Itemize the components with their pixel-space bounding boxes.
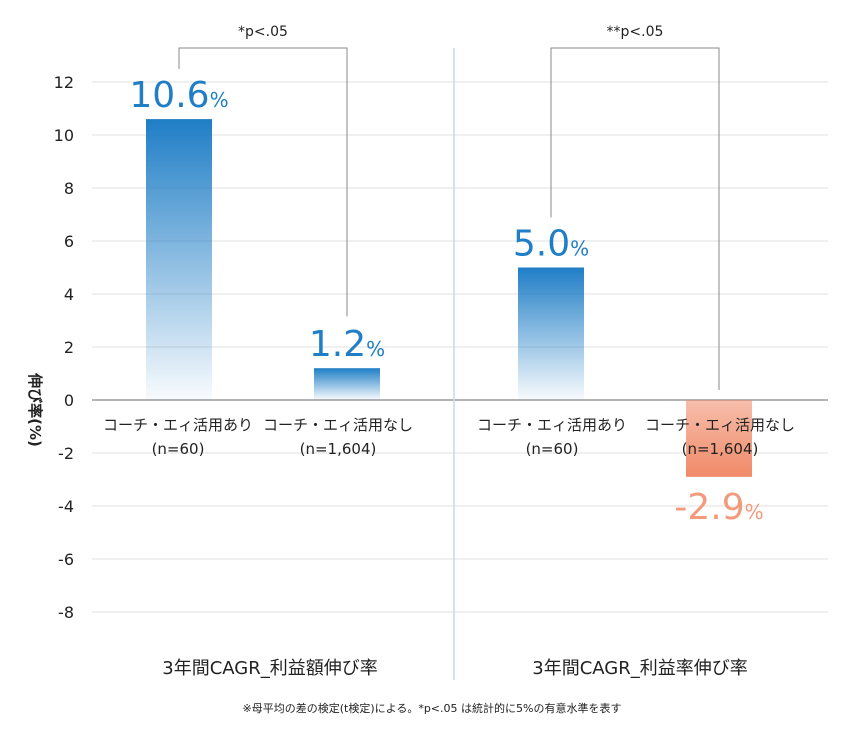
labels: 10.6% コーチ・エィ活用あり (n=60) 1.2% コーチ・エィ活用なし (n=1,… (103, 24, 795, 679)
bars (146, 119, 752, 477)
data-label: 1.2% (309, 324, 385, 365)
bar (518, 267, 584, 400)
y-tick-labels: 12 10 8 6 4 2 0 -2 -4 -6 -8 (54, 73, 74, 622)
y-tick-label: 0 (64, 391, 74, 410)
group-title: 3年間CAGR_利益額伸び率 (162, 658, 377, 679)
y-tick-label: -6 (58, 550, 74, 569)
y-tick-label: 10 (54, 126, 74, 145)
y-tick-label: 12 (54, 73, 74, 92)
category-label: コーチ・エィ活用なし (645, 416, 795, 434)
category-n-label: (n=60) (152, 440, 205, 458)
bar (146, 119, 212, 400)
y-axis-label: 伸び率(%) (26, 372, 44, 447)
bar (314, 368, 380, 400)
y-tick-label: 6 (64, 232, 74, 251)
y-tick-label: -8 (58, 603, 74, 622)
category-label: コーチ・エィ活用あり (477, 416, 627, 434)
significance-bracket (178, 47, 348, 317)
category-n-label: (n=60) (526, 440, 579, 458)
category-n-label: (n=1,604) (300, 440, 377, 458)
footnote: ※母平均の差の検定(t検定)による。*p<.05 は統計的に5%の有意水準を表す (243, 701, 622, 715)
y-tick-label: 4 (64, 285, 74, 304)
significance-label: *p<.05 (238, 24, 288, 40)
group-title: 3年間CAGR_利益率伸び率 (532, 658, 747, 679)
data-label: 10.6% (129, 75, 228, 116)
significance-label: **p<.05 (607, 24, 664, 40)
data-label: 5.0% (513, 224, 589, 265)
bar (686, 400, 752, 477)
gridlines (92, 81, 828, 613)
category-n-label: (n=1,604) (682, 440, 759, 458)
data-label: -2.9% (674, 487, 763, 528)
y-tick-label: -4 (58, 497, 74, 516)
y-tick-label: 8 (64, 179, 74, 198)
category-label: コーチ・エィ活用なし (263, 416, 413, 434)
y-tick-label: 2 (64, 338, 74, 357)
significance-bracket (550, 47, 720, 390)
y-tick-label: -2 (58, 444, 74, 463)
category-label: コーチ・エィ活用あり (103, 416, 253, 434)
